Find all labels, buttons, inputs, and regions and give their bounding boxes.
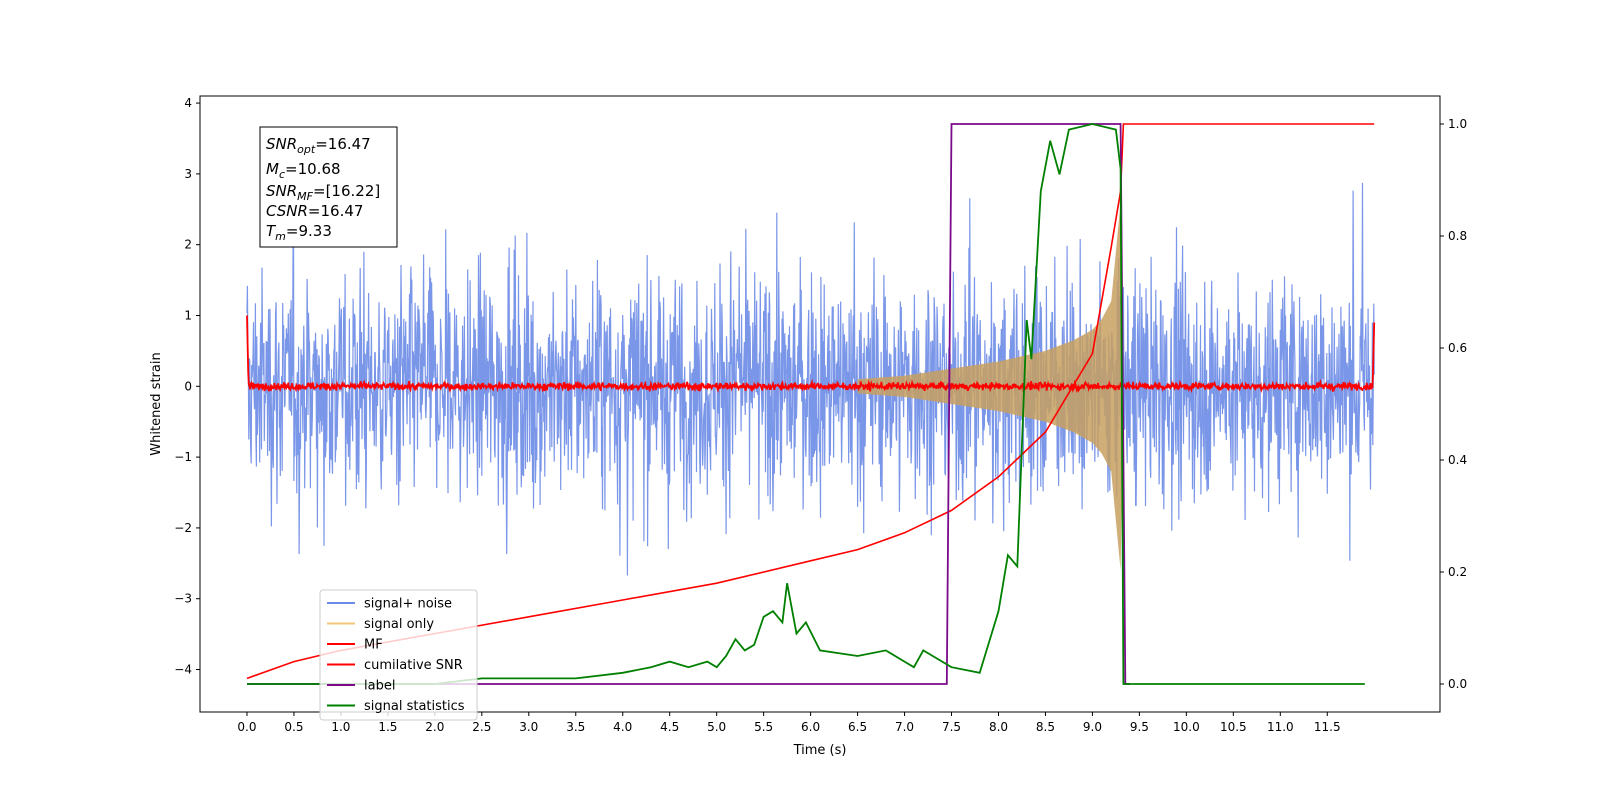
x-tick-label: 10.0 [1173,720,1200,734]
x-tick-label: 4.5 [660,720,679,734]
legend-label: signal+ noise [364,597,452,612]
legend-label: MF [364,638,383,653]
x-tick-label: 6.0 [801,720,820,734]
x-tick-label: 3.0 [519,720,538,734]
annotation-tm: Tm=9.33 [266,222,332,243]
y2-tick-label: 0.6 [1448,341,1467,355]
series-signal-noise [246,182,1375,576]
x-tick-label: 0.5 [284,720,303,734]
x-tick-label: 7.0 [895,720,914,734]
y2-tick-label: 1.0 [1448,117,1467,131]
annotation-snr-mf: SNRMF=[16.22] [266,182,380,203]
x-tick-label: 1.0 [331,720,350,734]
y-tick-label: 1 [184,308,192,322]
x-tick-label: 9.5 [1130,720,1149,734]
legend-label: cumilative SNR [364,658,463,673]
x-tick-label: 8.5 [1036,720,1055,734]
y-axis-left: 4 3 2 1 0 −1 −2 −3 −4 [174,96,200,677]
x-tick-label: 4.0 [613,720,632,734]
x-tick-label: 11.0 [1267,720,1294,734]
x-tick-label: 5.5 [754,720,773,734]
x-tick-label: 9.0 [1083,720,1102,734]
x-tick-label: 1.5 [378,720,397,734]
annotation-snr-opt: SNRopt=16.47 [266,135,371,156]
x-tick-label: 2.5 [472,720,491,734]
y-tick-label: 3 [184,167,192,181]
x-axis-label: Time (s) [793,743,847,758]
y-tick-label: −2 [174,521,192,535]
y2-tick-label: 0.2 [1448,565,1467,579]
y-tick-label: −3 [174,592,192,606]
annotation-box: SNRopt=16.47 Mc=10.68 SNRMF=[16.22] CSNR… [259,126,398,248]
x-tick-label: 10.5 [1220,720,1247,734]
x-tick-label: 3.5 [566,720,585,734]
y-tick-label: −1 [174,450,192,464]
y-tick-label: 2 [184,238,192,252]
y-tick-label: 4 [184,96,192,110]
legend-label: signal statistics [364,699,465,714]
legend: signal+ noise signal only MF cumilative SNR… [319,589,478,721]
legend-label: label [364,679,395,694]
annotation-mc: Mc=10.68 [266,160,341,181]
y-tick-label: −4 [174,663,192,677]
y2-tick-label: 0.4 [1448,453,1467,467]
y-axis-label: Whitened strain [149,352,164,455]
x-axis: 0.0 0.5 1.0 1.5 2.0 2.5 3.0 3.5 4.0 4.5 5.0 5.5 6.0 6… [237,712,1341,734]
legend-frame [319,589,478,721]
x-tick-label: 5.0 [707,720,726,734]
y-tick-label: 0 [184,379,192,393]
x-tick-label: 7.5 [942,720,961,734]
legend-label: signal only [364,617,434,632]
y2-tick-label: 0.8 [1448,229,1467,243]
x-tick-label: 6.5 [848,720,867,734]
x-tick-label: 11.5 [1314,720,1341,734]
plot-frame [199,95,1441,713]
y2-tick-label: 0.0 [1448,677,1467,691]
x-tick-label: 8.0 [989,720,1008,734]
x-tick-label: 0.0 [237,720,256,734]
series-mf [246,315,1376,394]
x-tick-label: 2.0 [425,720,444,734]
y-axis-right: 1.0 0.8 0.6 0.4 0.2 0.0 [1440,117,1467,691]
annotation-csnr: CSNR=16.47 [266,202,363,220]
series-signal-statistics [247,123,1365,685]
